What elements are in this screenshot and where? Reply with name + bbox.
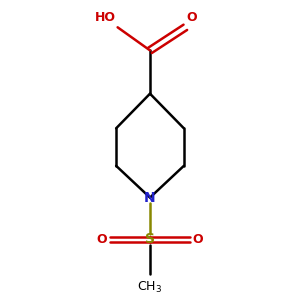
Text: S: S [145, 232, 155, 246]
Text: HO: HO [95, 11, 116, 24]
Text: O: O [193, 233, 203, 246]
Text: CH$_3$: CH$_3$ [137, 280, 163, 295]
Text: O: O [187, 11, 197, 24]
Text: N: N [144, 190, 156, 205]
Text: O: O [97, 233, 107, 246]
